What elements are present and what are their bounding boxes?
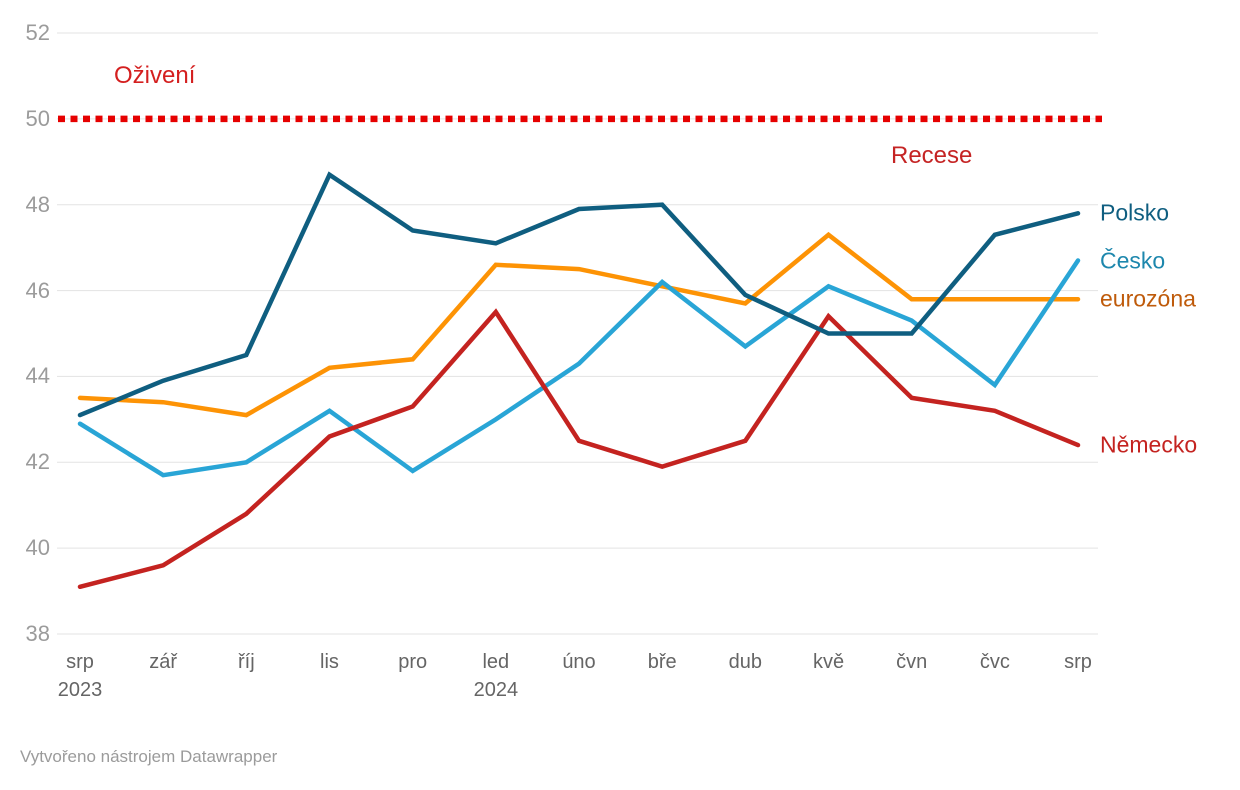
series-label-eurozona: eurozóna <box>1100 285 1196 312</box>
x-axis-tick-6-uno: úno <box>562 651 596 673</box>
x-axis-tick-9-kve: kvě <box>812 651 845 673</box>
y-axis-tick-38: 38 <box>25 621 50 646</box>
y-axis-tick-44: 44 <box>25 363 50 389</box>
x-axis-tick-2-rij: říj <box>237 651 255 673</box>
x-axis-tick-5-led: led <box>482 651 510 673</box>
series-label-nemecko: Německo <box>1100 431 1198 458</box>
y-axis-tick-42: 42 <box>25 449 50 475</box>
series-line-eurozona[interactable] <box>77 231 1081 418</box>
series-label-cesko: Česko <box>1100 247 1166 274</box>
x-axis-year-2024: 2024 <box>473 679 519 701</box>
x-axis-tick-3-lis: lis <box>320 651 339 673</box>
recovery-zone-label: Oživení <box>114 62 196 89</box>
x-axis-tick-10-cvn: čvn <box>896 651 928 673</box>
y-axis-tick-48: 48 <box>25 191 50 217</box>
series-line-polsko[interactable] <box>77 171 1081 418</box>
y-axis-tick-52: 52 <box>25 20 50 45</box>
datawrapper-attribution-link[interactable]: Vytvořeno nástrojem Datawrapper <box>20 747 278 766</box>
series-label-polsko: Polsko <box>1100 199 1170 226</box>
x-axis-tick-1-zar: zář <box>149 651 178 673</box>
series-line-cesko[interactable] <box>77 258 1081 478</box>
recession-zone-label: Recese <box>891 142 973 169</box>
y-axis-tick-46: 46 <box>25 277 50 303</box>
x-axis-tick-8-dub: dub <box>728 651 763 673</box>
x-axis-tick-7-bre: bře <box>647 651 677 673</box>
series-line-nemecko[interactable] <box>77 308 1081 590</box>
x-axis-tick-0-srp: srp <box>66 651 94 673</box>
y-axis-tick-40: 40 <box>25 535 50 561</box>
x-axis-tick-4-pro: pro <box>398 651 428 673</box>
x-axis-year-2023: 2023 <box>57 679 103 701</box>
x-axis-tick-12-srp: srp <box>1064 651 1092 673</box>
x-axis-tick-11-cvc: čvc <box>979 651 1010 673</box>
y-axis-tick-50: 50 <box>25 105 50 131</box>
